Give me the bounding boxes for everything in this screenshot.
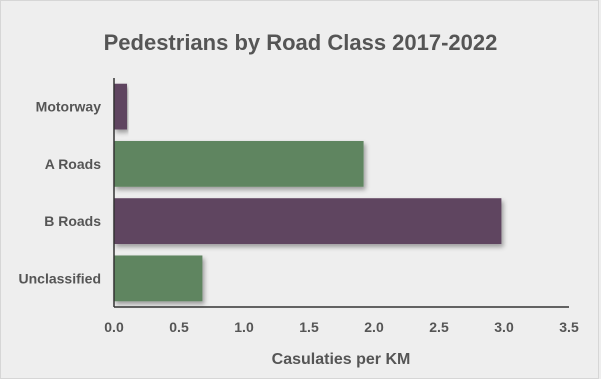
x-tick-label: 3.0 [494, 319, 514, 335]
bar-a-roads [114, 140, 364, 187]
x-tick-label: 2.0 [364, 319, 384, 335]
chart-title: Pedestrians by Road Class 2017-2022 [103, 30, 498, 55]
category-label: A Roads [45, 156, 101, 172]
x-tick-label: 1.0 [234, 319, 254, 335]
category-label: Motorway [36, 99, 102, 115]
x-tick-label: 0.5 [169, 319, 189, 335]
x-tick-label: 1.5 [299, 319, 319, 335]
category-label: Unclassified [19, 270, 101, 286]
x-tick-label: 0.0 [104, 319, 124, 335]
bar-b-roads [114, 198, 502, 245]
x-axis-label: Casulaties per KM [272, 351, 411, 368]
x-tick-label: 3.5 [559, 319, 579, 335]
bar-unclassified [114, 255, 203, 302]
bar-motorway [114, 83, 127, 130]
category-label: B Roads [44, 213, 101, 229]
x-tick-label: 2.5 [429, 319, 449, 335]
